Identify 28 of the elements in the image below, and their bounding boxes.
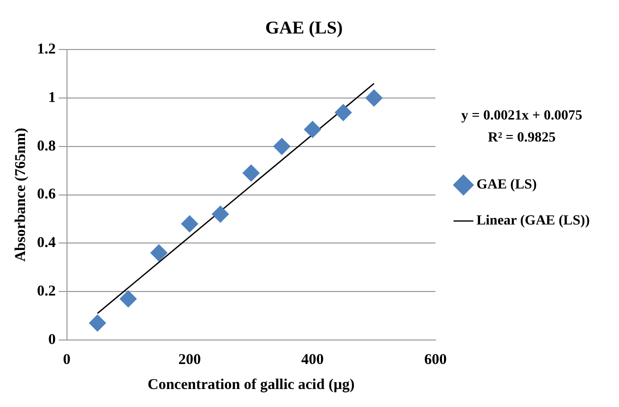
y-tick-label: 1 bbox=[48, 90, 56, 106]
x-tick-label: 600 bbox=[424, 352, 447, 368]
point bbox=[242, 164, 260, 182]
y-tick-label: 1.2 bbox=[37, 41, 56, 58]
x-tick-label: 0 bbox=[63, 352, 70, 368]
point bbox=[304, 120, 322, 138]
y-tick-label: 0 bbox=[48, 332, 56, 348]
point bbox=[181, 215, 198, 232]
point bbox=[273, 138, 290, 155]
point bbox=[334, 104, 352, 122]
point bbox=[366, 90, 382, 106]
point bbox=[150, 244, 168, 262]
y-tick-label: 0.8 bbox=[37, 138, 56, 154]
x-tick-label: 400 bbox=[301, 352, 324, 368]
point bbox=[88, 314, 106, 332]
y-tick-label: 0.6 bbox=[37, 186, 56, 203]
point bbox=[212, 206, 229, 223]
x-tick-label: 200 bbox=[178, 352, 201, 368]
x-axis-title: Concentration of gallic acid (µg) bbox=[148, 376, 355, 393]
legend-label: Linear (GAE (LS)) bbox=[476, 214, 590, 229]
y-tick-label: 0.2 bbox=[37, 283, 56, 300]
text: R² = 0.9825 bbox=[488, 130, 556, 146]
text: y = 0.0021x + 0.0075 bbox=[461, 108, 582, 124]
y-tick-label: 0.4 bbox=[37, 235, 56, 252]
y-axis-title: Absorbance (765nm) bbox=[12, 128, 29, 262]
chart-title: GAE (LS) bbox=[265, 17, 343, 38]
legend-label: GAE (LS) bbox=[476, 178, 538, 193]
point bbox=[120, 290, 137, 308]
